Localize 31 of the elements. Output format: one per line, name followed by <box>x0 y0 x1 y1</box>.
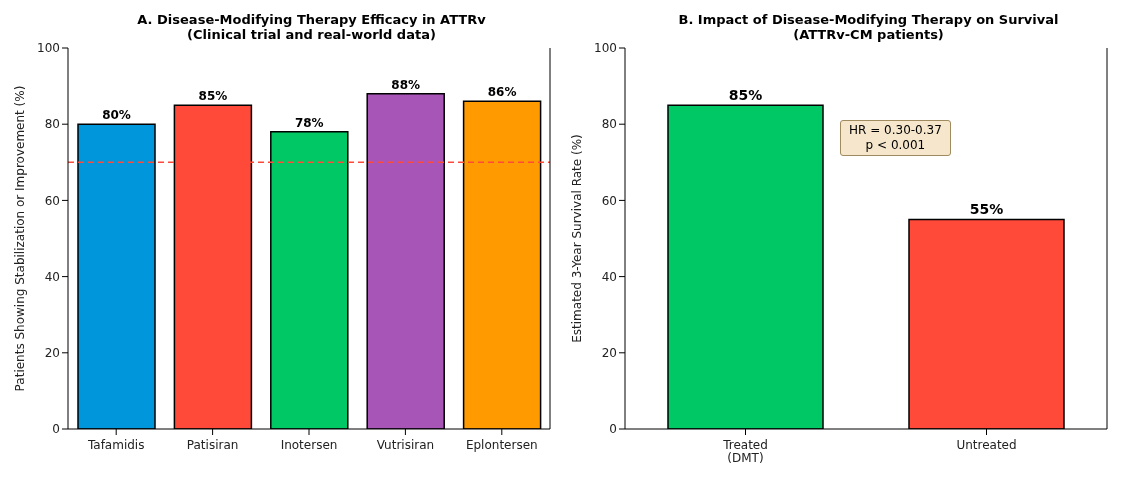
data-label: 55% <box>969 201 1004 218</box>
y-tick-label: 80 <box>44 117 60 132</box>
x-tick-label: Vutrisiran <box>376 438 435 452</box>
y-tick-label: 20 <box>44 346 60 361</box>
data-label: 80% <box>102 108 131 123</box>
y-tick-label: 60 <box>601 193 617 208</box>
data-label: 85% <box>198 89 228 104</box>
y-tick-label: 20 <box>601 346 617 361</box>
data-label: 86% <box>487 85 517 100</box>
y-tick-label: 60 <box>44 193 60 208</box>
x-tick-label: Patisiran <box>186 438 239 452</box>
x-tick-label: Treated (DMT) <box>722 438 768 465</box>
y-tick-label: 100 <box>37 41 60 56</box>
y-tick-label: 0 <box>52 422 60 437</box>
y-axis-title: Patients Showing Stabilization or Improvement (%) <box>13 85 28 392</box>
annotation: HR = 0.30-0.37 p < 0.001 <box>849 123 942 153</box>
chart-title: A. Disease-Modifying Therapy Efficacy in ATTRv (Clinical trial and real-world data) <box>136 12 487 42</box>
y-tick-label: 40 <box>44 269 60 284</box>
y-axis-title: Estimated 3-Year Survival Rate (%) <box>570 134 585 343</box>
y-tick-label: 100 <box>594 41 617 56</box>
chart-title: B. Impact of Disease-Modifying Therapy on Survival (ATTRv-CM patients) <box>677 12 1060 42</box>
x-tick-label: Inotersen <box>280 438 338 452</box>
x-tick-label: Eplontersen <box>465 438 538 452</box>
data-label: 88% <box>391 77 421 92</box>
data-label: 85% <box>728 87 763 104</box>
y-tick-label: 40 <box>601 269 617 284</box>
data-label: 78% <box>294 115 324 130</box>
x-tick-label: Untreated <box>956 438 1017 452</box>
y-tick-label: 80 <box>601 117 617 132</box>
x-tick-label: Tafamidis <box>86 438 145 452</box>
y-tick-label: 0 <box>609 422 617 437</box>
